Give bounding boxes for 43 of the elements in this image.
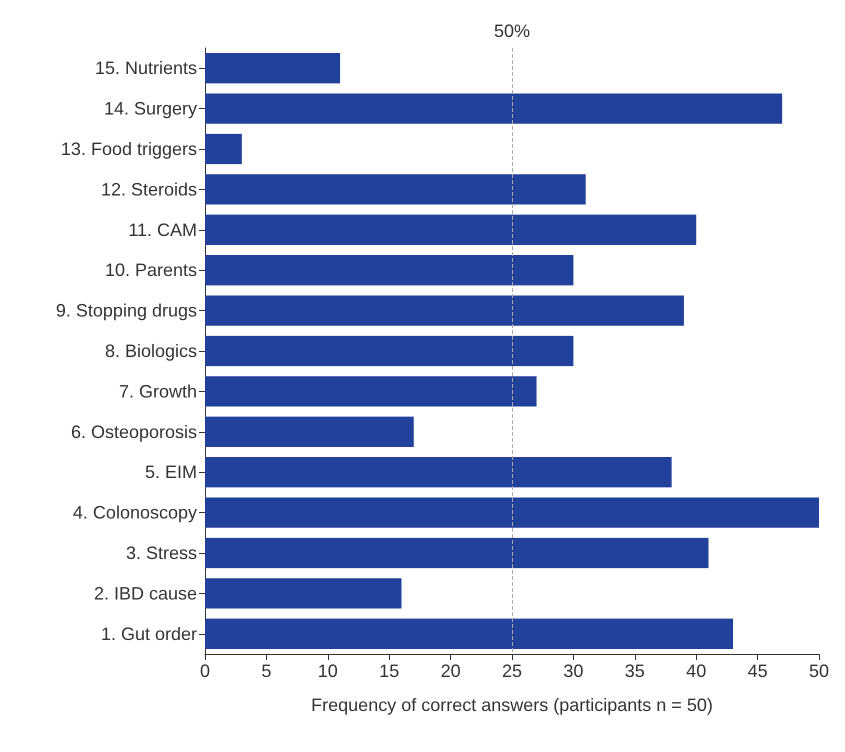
y-tick-label: 3. Stress — [126, 543, 197, 563]
bar — [205, 376, 537, 407]
y-tick-label: 7. Growth — [118, 381, 197, 402]
bar — [205, 174, 586, 205]
y-tick-label: 4. Colonoscopy — [72, 502, 197, 523]
bar — [205, 53, 340, 84]
y-tick-label: 14. Surgery — [104, 98, 197, 119]
x-tick-label: 30 — [563, 661, 584, 681]
x-tick-label: 0 — [200, 661, 210, 681]
y-tick-label: 6. Osteoporosis — [70, 422, 197, 442]
y-tick-label: 2. IBD cause — [94, 583, 197, 604]
x-tick-label: 10 — [318, 661, 338, 681]
y-tick-label: 13. Food triggers — [60, 139, 197, 159]
x-axis-title: Frequency of correct answers (participants n = 50) — [311, 695, 713, 715]
y-tick-label: 8. Biologics — [104, 341, 197, 361]
y-tick-label: 1. Gut order — [100, 624, 198, 644]
bar — [205, 255, 574, 286]
bar — [205, 578, 402, 609]
bar — [205, 295, 684, 326]
y-tick-label: 10. Parents — [104, 260, 197, 280]
bar — [205, 416, 414, 447]
y-tick-label: 15. Nutrients — [94, 58, 197, 78]
bar — [205, 93, 782, 124]
bar — [205, 134, 242, 164]
bar — [205, 538, 708, 568]
x-tick-label: 45 — [748, 661, 768, 681]
x-tick-label: 25 — [502, 661, 522, 681]
bar — [205, 618, 734, 649]
x-tick-label: 15 — [379, 661, 400, 681]
text: 50% — [494, 21, 530, 41]
y-tick-label: 11. CAM — [128, 220, 197, 240]
x-tick-label: 20 — [440, 661, 461, 681]
y-tick-label: 9. Stopping drugs — [56, 300, 197, 321]
y-tick-label: 5. EIM — [144, 462, 197, 482]
bar — [205, 336, 574, 366]
y-tick-label: 12. Steroids — [100, 179, 197, 200]
bar — [205, 214, 696, 245]
x-tick-label: 40 — [686, 661, 706, 681]
bar — [205, 497, 819, 528]
x-tick-label: 5 — [261, 661, 272, 681]
x-tick-label: 50 — [808, 661, 830, 681]
bar — [205, 457, 672, 488]
x-tick-label: 35 — [624, 661, 645, 681]
